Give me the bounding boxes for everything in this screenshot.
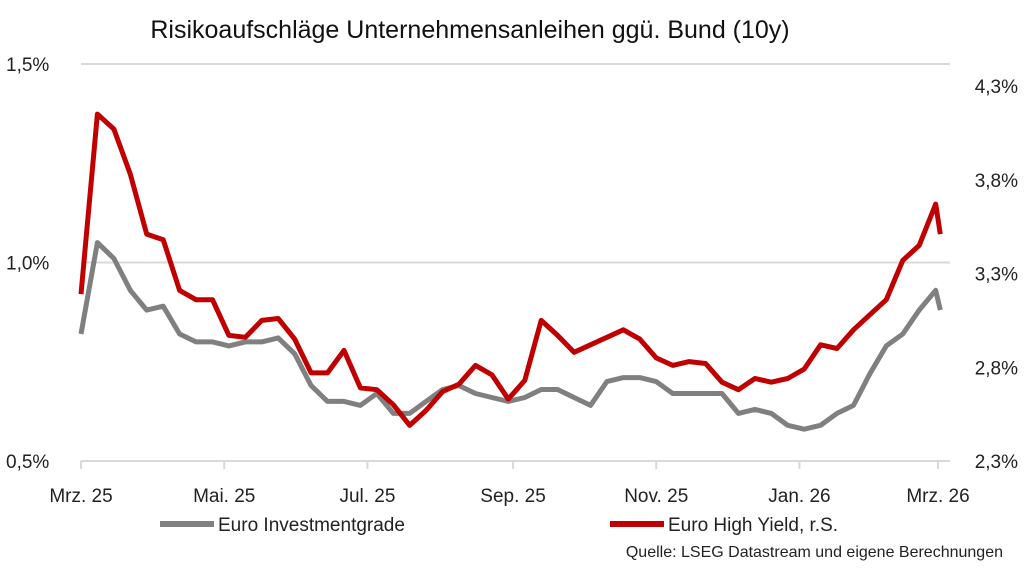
y-right-tick-label: 2,8% [975,358,1018,379]
legend-label-highyield: Euro High Yield, r.S. [668,515,838,536]
x-axis: Mrz. 25 Mai. 25 Jul. 25 Sep. 25 Nov. 25 Jan. … [49,461,970,507]
y-right-tick-label: 4,3% [975,77,1018,98]
y-right-tick-label: 3,3% [975,265,1018,286]
y-right-tick-label: 2,3% [975,452,1018,473]
chart-title: Risikoaufschläge Unternehmensanleihen gg… [150,16,789,44]
series-line-investmentgrade [78,240,943,432]
x-tick-label: Jan. 26 [768,486,830,507]
y-left-tick-label: 1,0% [6,254,49,275]
y-left-tick-label: 0,5% [6,452,49,473]
x-tick-label: Nov. 25 [624,486,688,507]
x-tick-label: Mrz. 25 [49,486,112,507]
legend-label-investmentgrade: Euro Investmentgrade [218,515,405,536]
x-tick-label: Jul. 25 [339,486,395,507]
y-right-tick-label: 3,8% [975,171,1018,192]
y-axis-right: 2,3% 2,8% 3,3% 3,8% 4,3% [975,77,1018,473]
x-tick-label: Mrz. 26 [906,486,969,507]
y-left-tick-label: 1,5% [6,55,49,76]
series-lines [78,111,943,432]
legend: Euro Investmentgrade Euro High Yield, r.… [160,515,838,536]
x-tick-label: Mai. 25 [193,486,255,507]
source-note: Quelle: LSEG Datastream und eigene Berec… [626,544,1003,561]
x-tick-label: Sep. 25 [480,486,546,507]
series-line-highyield [78,111,943,428]
gridlines [81,63,950,462]
y-axis-left: 0,5% 1,0% 1,5% [6,55,49,473]
